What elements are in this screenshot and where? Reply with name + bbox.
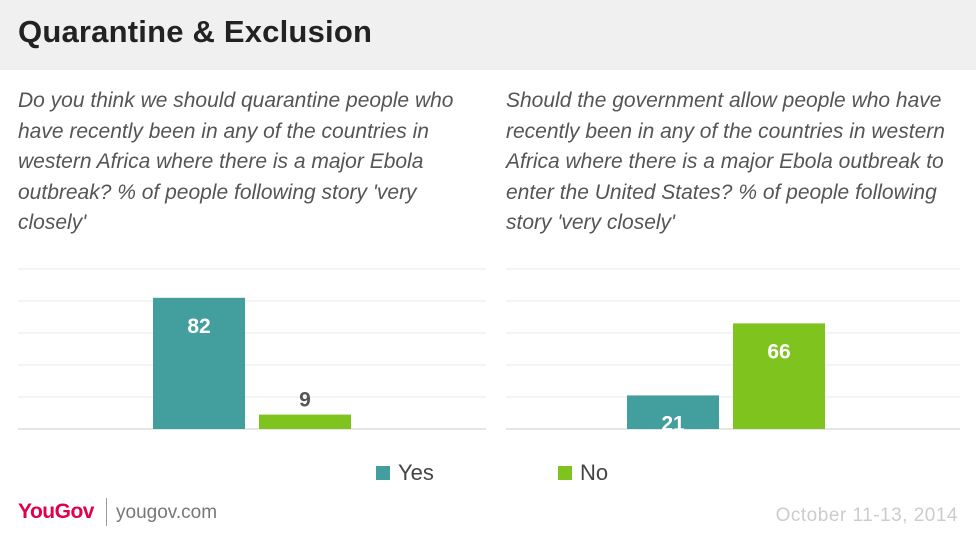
legend-swatch-no xyxy=(558,466,572,480)
data-label-yes-panel-1: 82 xyxy=(187,315,210,338)
legend-item-no: No xyxy=(558,460,608,486)
data-label-no-panel-1: 9 xyxy=(299,389,311,412)
question-right: Should the government allow people who h… xyxy=(506,89,945,234)
legend-label-yes: Yes xyxy=(398,460,434,485)
yougov-logo: YouGov xyxy=(18,500,94,523)
legend-item-yes: Yes xyxy=(376,460,434,486)
header-bar: Quarantine & Exclusion xyxy=(0,0,976,70)
footer-date: October 11-13, 2014 xyxy=(775,505,958,526)
legend-swatch-yes xyxy=(376,466,390,480)
page-title: Quarantine & Exclusion xyxy=(18,14,373,49)
legend: Yes No xyxy=(0,460,976,488)
question-left: Do you think we should quarantine people… xyxy=(18,89,454,234)
legend-label-no: No xyxy=(580,460,609,485)
bar-yes-panel-1 xyxy=(153,297,245,429)
data-label-yes-panel-2: 21 xyxy=(661,412,685,435)
bar-no-panel-2 xyxy=(733,323,825,429)
footer-divider xyxy=(106,498,107,526)
footer-site[interactable]: yougov.com xyxy=(116,502,218,523)
bar-no-panel-1 xyxy=(259,414,351,429)
bar-yes-panel-2 xyxy=(627,395,719,429)
bar-chart: 82 9 21 66 xyxy=(18,268,960,435)
data-label-no-panel-2: 66 xyxy=(767,340,790,363)
